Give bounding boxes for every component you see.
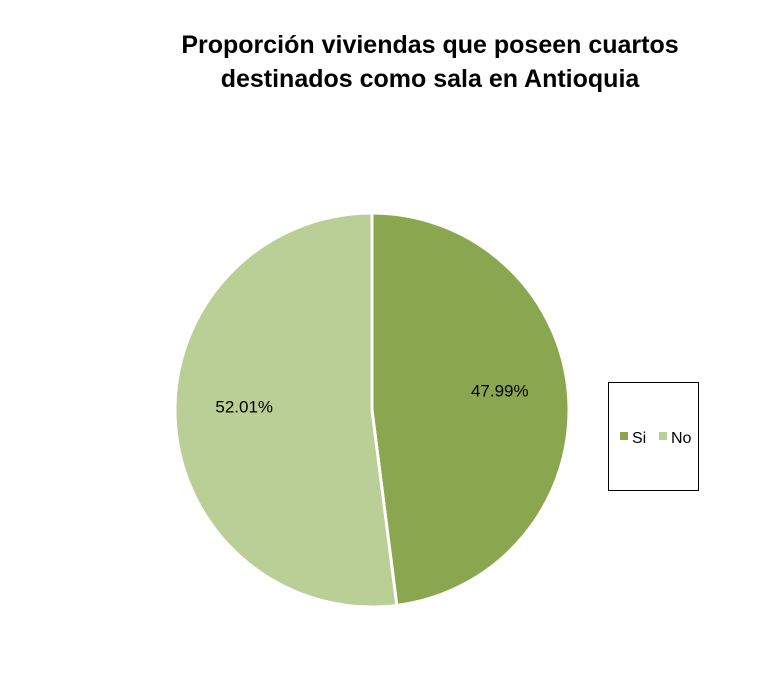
chart-title: Proporción viviendas que poseen cuartos … [120,28,740,96]
pie-slice-si [370,211,571,607]
pie-data-labels: 47.99% 52.01% [215,381,528,416]
legend-swatch-no [659,432,667,440]
chart-title-line-1: Proporción viviendas que poseen cuartos [181,31,679,59]
chart-title-line-2: destinados como sala en Antioquia [220,65,640,93]
data-label-si: 47.99% [471,381,529,400]
legend: Si No [608,382,699,491]
data-label-no: 52.01% [215,398,273,417]
pie-slices [173,211,571,609]
legend-swatch-si [620,432,628,440]
pie-slice-no [173,211,399,609]
legend-label-no: No [671,430,692,447]
legend-label-si: Si [632,430,646,447]
